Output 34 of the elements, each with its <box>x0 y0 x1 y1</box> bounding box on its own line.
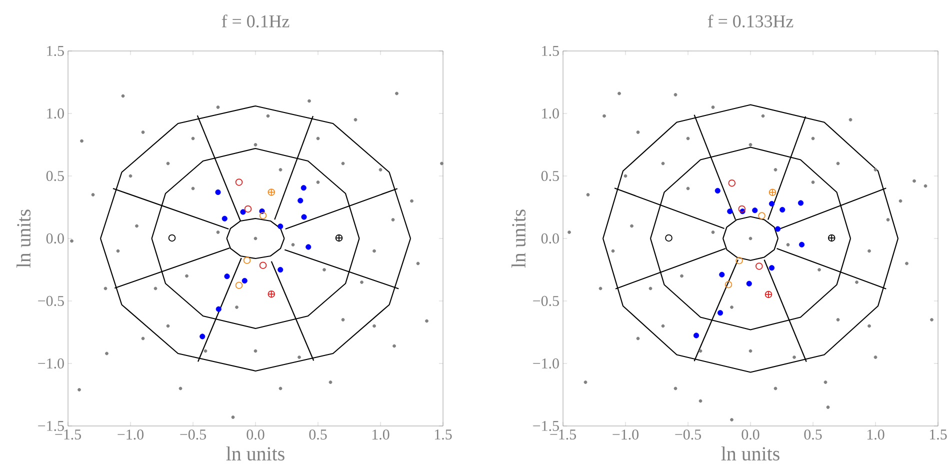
x-tick-label: −1.0 <box>118 430 144 440</box>
x-tick-label: −0.5 <box>180 430 206 440</box>
y-tick-label: −1.0 <box>38 358 64 369</box>
y-tick-label: −1.5 <box>38 420 64 432</box>
x-tick-label: 0.5 <box>309 430 327 440</box>
chart-title: f = 0.133Hz <box>708 14 794 28</box>
x-axis-title: ln units <box>721 446 780 461</box>
x-tick-label: 0.0 <box>742 430 760 440</box>
y-tick-label: 0.5 <box>46 170 64 182</box>
y-tick-label: −1.5 <box>533 420 559 432</box>
chart-title: f = 0.1Hz <box>222 14 290 28</box>
x-tick-label: −0.5 <box>675 430 701 440</box>
x-tick-label: −1.5 <box>550 430 576 440</box>
y-tick-label: 0.0 <box>541 233 559 244</box>
y-tick-label: −1.0 <box>533 358 559 369</box>
x-tick-label: 0.5 <box>804 430 822 440</box>
x-axis-title: ln units <box>226 446 284 461</box>
x-tick-label: 1.0 <box>372 430 390 440</box>
y-tick-label: 0.0 <box>46 233 64 244</box>
y-tick-label: −0.5 <box>38 296 64 306</box>
x-tick-label: −1.5 <box>55 430 81 440</box>
y-tick-label: 1.5 <box>47 46 64 56</box>
y-axis-title: ln units <box>512 210 526 268</box>
y-tick-label: 0.5 <box>541 170 559 182</box>
x-tick-label: 1.0 <box>867 430 884 440</box>
y-tick-label: −0.5 <box>533 296 559 306</box>
x-tick-label: 1.5 <box>434 430 452 440</box>
y-tick-label: 1.5 <box>542 46 559 56</box>
y-axis-title: ln units <box>16 210 31 268</box>
x-tick-label: −1.0 <box>612 430 638 440</box>
y-tick-label: 1.0 <box>47 108 64 119</box>
x-tick-label: 0.0 <box>246 430 264 440</box>
x-tick-label: 1.5 <box>930 430 947 440</box>
y-tick-label: 1.0 <box>542 108 559 119</box>
